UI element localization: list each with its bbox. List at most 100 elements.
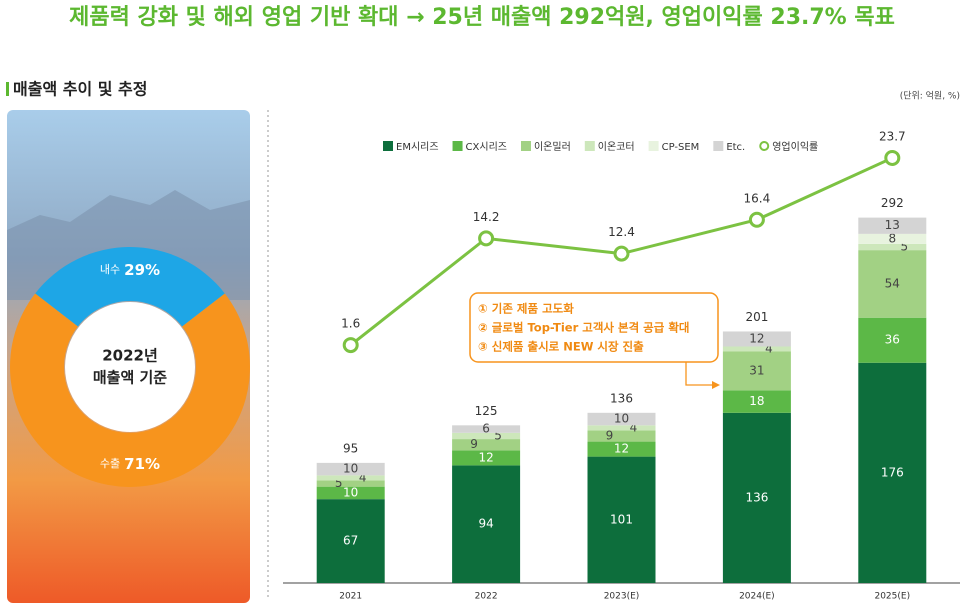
slice-category: 수출	[100, 457, 120, 470]
legend-label: 이온밀러	[534, 141, 571, 153]
annotation-arrow	[685, 362, 714, 386]
line-marker	[342, 337, 359, 354]
slice-value: 71%	[124, 455, 160, 473]
slice-label: 내수 29%	[100, 261, 160, 279]
segment-label: 36	[885, 333, 900, 347]
bar-segment	[587, 425, 656, 431]
annotation-text: ① 기존 제품 고도화	[478, 302, 574, 316]
total-label: 201	[745, 310, 768, 324]
bar-segment	[858, 217, 927, 234]
line-marker	[748, 211, 765, 228]
segment-label: 67	[343, 534, 358, 548]
line-value-label: 14.2	[473, 210, 500, 224]
line-marker	[884, 149, 901, 166]
headline: 제품력 강화 및 해외 영업 기반 확대 → 25년 매출액 292억원, 영업…	[69, 5, 895, 30]
bar-segment	[452, 439, 521, 451]
legend-swatch	[383, 141, 393, 151]
legend-swatch	[520, 141, 531, 151]
bar-segment	[316, 475, 385, 481]
legend-label: 이온코터	[598, 141, 635, 153]
section-marker	[6, 82, 9, 96]
center-label: 2022년	[102, 347, 158, 365]
segment-label: 9	[470, 437, 478, 451]
legend-label: Etc.	[726, 142, 745, 153]
bar-segment	[722, 390, 791, 413]
segment-label: 54	[885, 276, 900, 290]
bar-segment	[722, 346, 791, 352]
slice-label: 수출 71%	[100, 455, 160, 473]
segment-label: 101	[610, 512, 633, 526]
segment-label: 31	[749, 363, 764, 377]
bar-segment	[316, 462, 385, 476]
bar-segment	[858, 362, 927, 583]
segment-label: 10	[614, 412, 629, 426]
segment-label: 6	[482, 422, 490, 436]
line-value-label: 12.4	[608, 225, 635, 239]
segment-label: 8	[888, 231, 896, 245]
annotation-text: ② 글로벌 Top-Tier 고객사 본격 공급 확대	[478, 321, 690, 335]
segment-label: 4	[359, 470, 367, 484]
segment-label: 10	[343, 485, 358, 499]
segment-label: 4	[630, 420, 638, 434]
bar-segment	[587, 456, 656, 583]
x-tick-label: 2022	[475, 592, 498, 602]
bar-segment	[587, 430, 656, 442]
segment-label: 9	[606, 428, 614, 442]
unit-label: (단위: 억원, %)	[900, 90, 960, 102]
x-tick-label: 2025(E)	[874, 592, 910, 602]
segment-label: 12	[749, 331, 764, 345]
annotation-text: ③ 신제품 출시로 NEW 시장 진출	[478, 340, 644, 354]
total-label: 292	[881, 196, 904, 210]
bar-segment	[316, 499, 385, 583]
segment-label: 5	[335, 476, 343, 490]
line-value-label: 1.6	[341, 317, 360, 331]
legend-swatch	[452, 141, 463, 151]
donut-slice	[9, 293, 250, 487]
line-value-label: 23.7	[879, 129, 906, 143]
bar-segment	[858, 317, 927, 363]
bar-segment	[858, 243, 927, 251]
segment-label: 94	[478, 517, 493, 531]
bar-segment	[452, 432, 521, 440]
segment-label: 4	[765, 341, 773, 355]
x-tick-label: 2023(E)	[604, 592, 640, 602]
bar-segment	[452, 425, 521, 433]
legend-swatch	[648, 141, 659, 151]
bar-segment	[316, 486, 385, 500]
bar-segment	[316, 480, 385, 487]
section-title: 매출액 추이 및 추정	[13, 80, 147, 99]
segment-label: 5	[900, 240, 908, 254]
bar-segment	[722, 351, 791, 391]
line-marker	[613, 245, 630, 262]
segment-label: 12	[614, 442, 629, 456]
legend-label: CX시리즈	[466, 141, 507, 153]
x-tick-label: 2024(E)	[739, 592, 775, 602]
segment-label: 18	[749, 394, 764, 408]
arrow-head	[712, 381, 720, 389]
annotation-box	[469, 292, 719, 363]
line-marker	[478, 230, 495, 247]
bar-segment	[858, 250, 927, 318]
bar-segment	[722, 412, 791, 583]
segment-label: 10	[343, 462, 358, 476]
segment-label: 12	[478, 450, 493, 464]
center-label: 매출액 기준	[93, 369, 167, 387]
bar-segment	[722, 331, 791, 347]
slice-category: 내수	[100, 263, 120, 276]
legend-label: 영업이익률	[772, 140, 818, 153]
slice-value: 29%	[124, 261, 160, 279]
x-tick-label: 2021	[339, 592, 362, 602]
donut-slice	[35, 246, 225, 327]
total-label: 136	[610, 391, 633, 405]
bar-segment	[858, 233, 927, 244]
line-value-label: 16.4	[744, 191, 771, 205]
segment-label: 176	[881, 465, 904, 479]
legend-line-marker	[759, 141, 770, 151]
bar-segment	[587, 441, 656, 457]
legend-swatch	[584, 141, 595, 151]
legend-label: CP-SEM	[662, 142, 700, 153]
legend-label: EM시리즈	[396, 141, 439, 153]
total-label: 95	[343, 441, 358, 455]
donut-center	[65, 302, 195, 432]
